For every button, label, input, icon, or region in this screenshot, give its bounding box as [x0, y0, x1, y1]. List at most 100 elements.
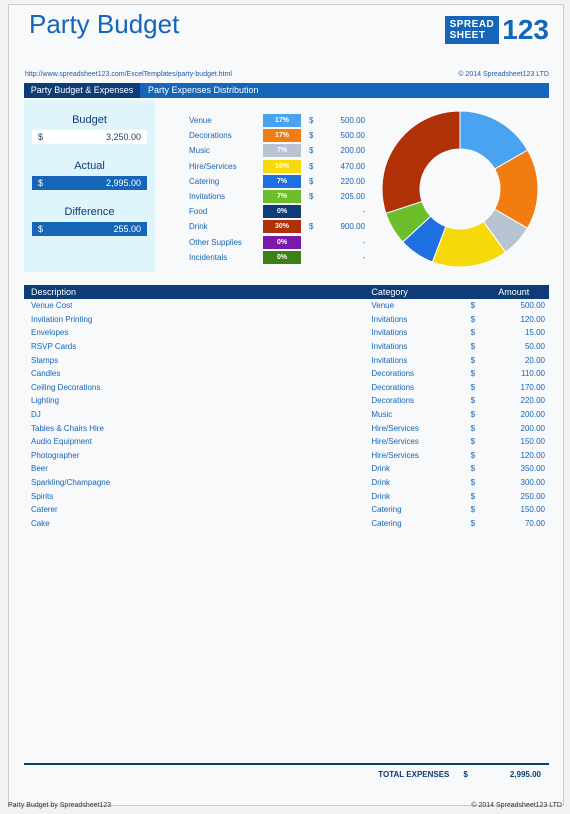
category-currency: $	[309, 146, 314, 156]
category-amount: -	[362, 252, 365, 262]
template-link[interactable]: http://www.spreadsheet123.com/ExcelTempl…	[25, 71, 232, 78]
category-row: Venue 17% $500.00	[189, 113, 367, 128]
tab-expenses-distribution: Party Expenses Distribution	[148, 85, 259, 95]
category-percent: 17%	[263, 129, 301, 143]
category-row: Music 7% $200.00	[189, 143, 367, 158]
row-description: Caterer	[31, 505, 58, 515]
tab-budget-expenses: Party Budget & Expenses	[24, 83, 140, 98]
row-currency: $	[470, 410, 476, 420]
header-amount: Amount	[498, 287, 530, 297]
category-percent: 0%	[263, 250, 301, 264]
footer-right: © 2014 Spreadsheet123 LTD	[471, 802, 562, 809]
table-row[interactable]: RSVP Cards Invitations $50.00	[24, 340, 549, 354]
row-description: Candles	[31, 369, 61, 379]
category-currency: $	[309, 176, 314, 186]
budget-field[interactable]: $ 3,250.00	[32, 130, 147, 144]
header-description: Description	[31, 287, 77, 297]
table-row[interactable]: Invitation Printing Invitations $120.00	[24, 313, 549, 327]
category-name: Invitations	[189, 192, 226, 202]
row-category: Decorations	[371, 396, 415, 406]
budget-label: Budget	[72, 114, 107, 126]
category-currency: $	[309, 222, 314, 232]
category-amount: 205.00	[340, 192, 365, 202]
table-row[interactable]: DJ Music $200.00	[24, 408, 549, 422]
table-row[interactable]: Candles Decorations $110.00	[24, 367, 549, 381]
category-amount: 220.00	[340, 176, 365, 186]
row-currency: $	[470, 382, 476, 392]
page-footer: Party Budget by Spreadsheet123 © 2014 Sp…	[8, 802, 562, 809]
row-amount: 200.00	[520, 410, 545, 420]
row-amount: 250.00	[520, 491, 545, 501]
row-description: Lighting	[31, 396, 60, 406]
row-currency: $	[470, 328, 476, 338]
actual-field: $ 2,995.00	[32, 176, 147, 190]
table-header: Description Category Amount	[24, 285, 549, 299]
total-currency: $	[463, 769, 468, 779]
row-category: Decorations	[371, 369, 415, 379]
category-currency: $	[309, 161, 314, 171]
table-row[interactable]: Ceiling Decorations Decorations $170.00	[24, 381, 549, 395]
totals-row: TOTAL EXPENSES $ 2,995.00	[24, 763, 549, 783]
category-name: Decorations	[189, 131, 232, 141]
table-row[interactable]: Caterer Catering $150.00	[24, 503, 549, 517]
table-row[interactable]: Sparkling/Champagne Drink $300.00	[24, 476, 549, 490]
category-row: Decorations 17% $500.00	[189, 128, 367, 143]
table-row[interactable]: Beer Drink $350.00	[24, 462, 549, 476]
category-row: Food 0% -	[189, 204, 367, 219]
category-name: Other Supplies	[189, 237, 242, 247]
category-amount: -	[362, 207, 365, 217]
category-name: Incidentals	[189, 252, 228, 262]
table-row[interactable]: Lighting Decorations $220.00	[24, 394, 549, 408]
footer-left: Party Budget by Spreadsheet123	[8, 802, 112, 809]
table-row[interactable]: Venue Cost Venue $500.00	[24, 299, 549, 313]
expenses-table: Description Category Amount Venue Cost Ve…	[24, 285, 549, 530]
category-amount: -	[362, 237, 365, 247]
row-currency: $	[470, 342, 476, 352]
row-amount: 20.00	[524, 355, 545, 365]
table-row[interactable]: Stamps Invitations $20.00	[24, 353, 549, 367]
table-row[interactable]: Photographer Hire/Services $120.00	[24, 449, 549, 463]
table-row[interactable]: Audio Equipment Hire/Services $150.00	[24, 435, 549, 449]
difference-field: $ 255.00	[32, 222, 147, 236]
category-name: Music	[189, 146, 210, 156]
row-currency: $	[470, 437, 476, 447]
table-row[interactable]: Tables & Chairs Hire Hire/Services $200.00	[24, 421, 549, 435]
row-category: Catering	[371, 505, 402, 515]
row-description: Cake	[31, 518, 50, 528]
category-row: Hire/Services 16% $470.00	[189, 159, 367, 174]
row-amount: 70.00	[524, 518, 545, 528]
table-row[interactable]: Cake Catering $70.00	[24, 517, 549, 531]
difference-label: Difference	[64, 206, 115, 218]
category-row: Other Supplies 0% -	[189, 235, 367, 250]
url-row: http://www.spreadsheet123.com/ExcelTempl…	[25, 71, 549, 78]
category-amount: 200.00	[340, 146, 365, 156]
row-category: Catering	[371, 518, 402, 528]
category-amount: 900.00	[340, 222, 365, 232]
section-header-bar: Party Budget & Expenses Party Expenses D…	[24, 83, 549, 98]
row-category: Drink	[371, 491, 391, 501]
row-amount: 150.00	[520, 437, 545, 447]
row-description: Audio Equipment	[31, 437, 92, 447]
row-description: Invitation Printing	[31, 314, 93, 324]
spreadsheet123-logo: SPREAD SHEET 123	[444, 13, 549, 47]
category-percent: 30%	[263, 220, 301, 234]
category-currency: $	[309, 131, 314, 141]
category-currency: $	[309, 192, 314, 202]
row-amount: 110.00	[521, 369, 545, 379]
row-category: Hire/Services	[371, 423, 419, 433]
row-category: Drink	[371, 464, 391, 474]
table-row[interactable]: Envelopes Invitations $15.00	[24, 326, 549, 340]
row-currency: $	[470, 505, 476, 515]
category-row: Drink 30% $900.00	[189, 219, 367, 234]
row-amount: 15.00	[524, 328, 545, 338]
row-amount: 300.00	[520, 478, 545, 488]
table-row[interactable]: Spirits Drink $250.00	[24, 489, 549, 503]
row-description: Sparkling/Champagne	[31, 478, 111, 488]
category-percent: 7%	[263, 190, 301, 204]
category-amount: 500.00	[340, 116, 365, 126]
category-name: Catering	[189, 176, 220, 186]
category-percent: 7%	[263, 174, 301, 188]
row-amount: 50.00	[524, 342, 545, 352]
row-description: Beer	[31, 464, 48, 474]
row-description: DJ	[31, 410, 41, 420]
